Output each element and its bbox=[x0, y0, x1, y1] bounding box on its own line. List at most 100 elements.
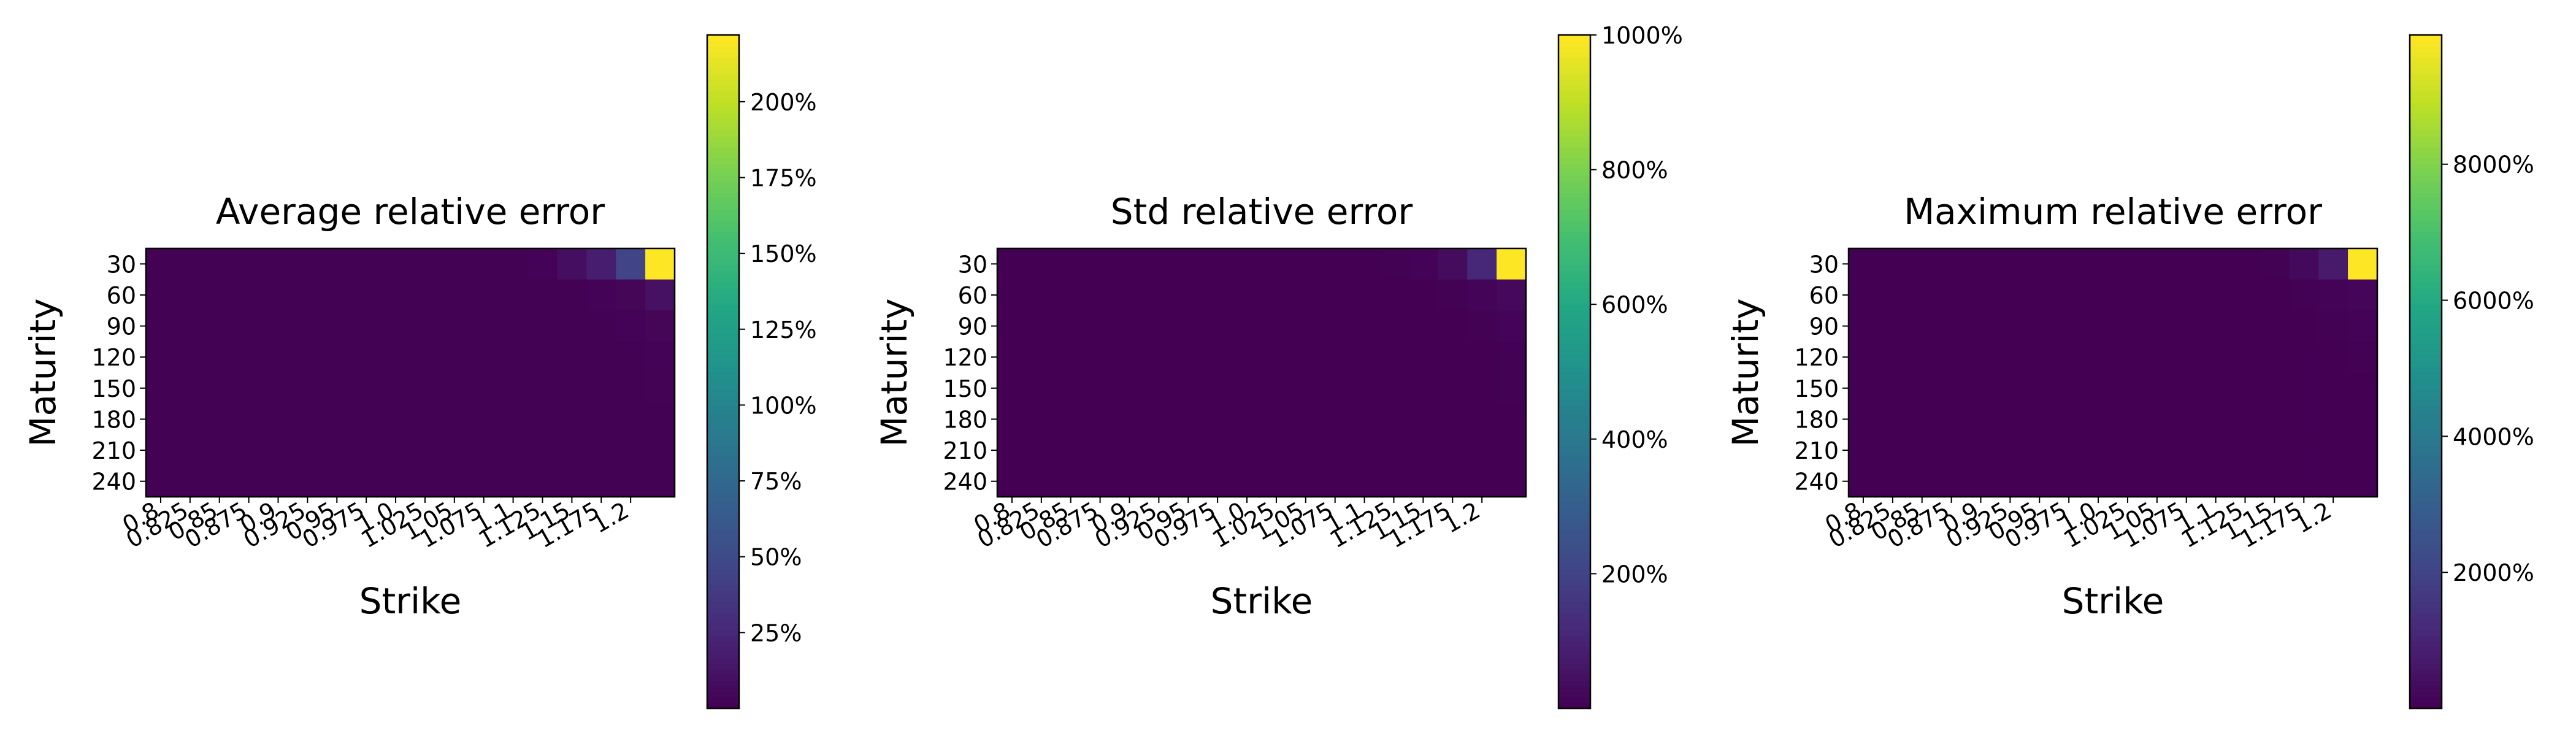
colorbar-segment bbox=[707, 585, 739, 591]
colorbar-segment bbox=[1558, 147, 1590, 153]
colorbar-segment bbox=[707, 456, 739, 462]
colorbar-segment bbox=[707, 96, 739, 103]
y-axis-label: Maturity bbox=[873, 298, 915, 447]
colorbar-segment bbox=[2410, 663, 2442, 670]
colorbar-segment bbox=[707, 602, 739, 608]
heatmap-cell bbox=[351, 434, 381, 466]
colorbar-segment bbox=[1558, 164, 1590, 171]
heatmap-cell bbox=[1144, 279, 1174, 311]
colorbar-segment bbox=[707, 405, 739, 412]
heatmap-cell bbox=[2054, 434, 2084, 466]
colorbar-segment bbox=[707, 500, 739, 507]
colorbar-segment bbox=[1558, 691, 1590, 698]
heatmap-cell bbox=[1877, 279, 1908, 311]
colorbar-segment bbox=[2410, 119, 2442, 126]
heatmap-cell bbox=[293, 248, 323, 280]
colorbar-segment bbox=[707, 652, 739, 659]
heatmap-cell bbox=[351, 372, 381, 404]
colorbar-segment bbox=[707, 91, 739, 98]
colorbar-segment bbox=[2410, 517, 2442, 524]
heatmap-cell bbox=[1349, 310, 1380, 342]
colorbar-segment bbox=[1558, 450, 1590, 457]
colorbar-segment bbox=[707, 641, 739, 648]
colorbar-segment bbox=[1558, 551, 1590, 558]
heatmap-cell bbox=[1085, 466, 1116, 497]
heatmap-cell bbox=[1173, 434, 1203, 466]
colorbar-segment bbox=[707, 372, 739, 378]
heatmap-cell bbox=[1320, 372, 1351, 404]
heatmap-cell bbox=[351, 310, 381, 342]
heatmap-cell bbox=[2025, 404, 2055, 435]
heatmap-cell bbox=[2289, 466, 2319, 497]
colorbar-segment bbox=[2410, 80, 2442, 86]
colorbar-segment bbox=[2410, 226, 2442, 232]
heatmap-cell bbox=[381, 466, 411, 497]
heatmap-cell bbox=[1877, 434, 1908, 466]
colorbar-segment bbox=[1558, 646, 1590, 653]
heatmap-cell bbox=[410, 372, 440, 404]
heatmap-cell bbox=[527, 372, 558, 404]
colorbar-segment bbox=[2410, 478, 2442, 485]
colorbar-segment bbox=[707, 399, 739, 406]
heatmap-cell bbox=[2171, 248, 2202, 280]
colorbar-segment bbox=[2410, 456, 2442, 462]
heatmap-cell bbox=[2083, 248, 2114, 280]
colorbar-segment bbox=[1558, 411, 1590, 417]
heatmap-cell bbox=[2230, 434, 2261, 466]
colorbar-segment bbox=[707, 57, 739, 64]
heatmap-cell bbox=[2201, 310, 2231, 342]
colorbar-segment bbox=[707, 663, 739, 670]
colorbar-segment bbox=[2410, 568, 2442, 575]
heatmap-cell bbox=[1085, 310, 1116, 342]
colorbar-segment bbox=[1558, 107, 1590, 114]
colorbar-segment bbox=[707, 46, 739, 53]
y-tick-label: 240 bbox=[91, 469, 136, 496]
colorbar-segment bbox=[707, 136, 739, 142]
heatmap-cell bbox=[2113, 372, 2143, 404]
heatmap-cell bbox=[410, 466, 440, 497]
colorbar-segment bbox=[2410, 360, 2442, 367]
colorbar-segment bbox=[1558, 214, 1590, 221]
heatmap-cell bbox=[1995, 372, 2025, 404]
heatmap-cell bbox=[2113, 404, 2143, 435]
colorbar-segment bbox=[2410, 624, 2442, 631]
colorbar-segment bbox=[2410, 602, 2442, 608]
heatmap-cell bbox=[1144, 310, 1174, 342]
heatmap-cell bbox=[645, 434, 675, 466]
colorbar-segment bbox=[707, 355, 739, 361]
colorbar-segment bbox=[1558, 253, 1590, 260]
colorbar-segment bbox=[2410, 394, 2442, 401]
heatmap-cell bbox=[2201, 279, 2231, 311]
y-axis-label: Maturity bbox=[1725, 298, 1766, 447]
colorbar-segment bbox=[2410, 585, 2442, 591]
heatmap-cell bbox=[1144, 434, 1174, 466]
heatmap-cell bbox=[2318, 279, 2348, 311]
heatmap-cell bbox=[2348, 404, 2378, 435]
colorbar-segment bbox=[707, 158, 739, 165]
colorbar-segment bbox=[2410, 242, 2442, 249]
heatmap-cell bbox=[2142, 404, 2172, 435]
colorbar-segment bbox=[1558, 607, 1590, 614]
colorbar-segment bbox=[707, 573, 739, 580]
heatmap-cell bbox=[1290, 434, 1321, 466]
colorbar-segment bbox=[707, 657, 739, 664]
colorbar-segment bbox=[2410, 629, 2442, 636]
colorbar-segment bbox=[707, 259, 739, 266]
heatmap-cell bbox=[1203, 279, 1233, 311]
colorbar-segment bbox=[2410, 287, 2442, 294]
colorbar-segment bbox=[1558, 158, 1590, 165]
colorbar-segment bbox=[1558, 46, 1590, 53]
colorbar-segment bbox=[2410, 68, 2442, 75]
heatmap-cell bbox=[1467, 466, 1497, 497]
colorbar-segment bbox=[707, 231, 739, 238]
heatmap-cell bbox=[2201, 248, 2231, 280]
heatmap-cell bbox=[527, 404, 558, 435]
colorbar-segment bbox=[707, 203, 739, 210]
colorbar-segment bbox=[1558, 321, 1590, 328]
heatmap-cell bbox=[1438, 466, 1468, 497]
colorbar-segment bbox=[2410, 102, 2442, 109]
colorbar-segment bbox=[2410, 276, 2442, 283]
heatmap-cell bbox=[175, 248, 205, 280]
heatmap-cell bbox=[645, 341, 675, 374]
colorbar-segment bbox=[707, 63, 739, 69]
